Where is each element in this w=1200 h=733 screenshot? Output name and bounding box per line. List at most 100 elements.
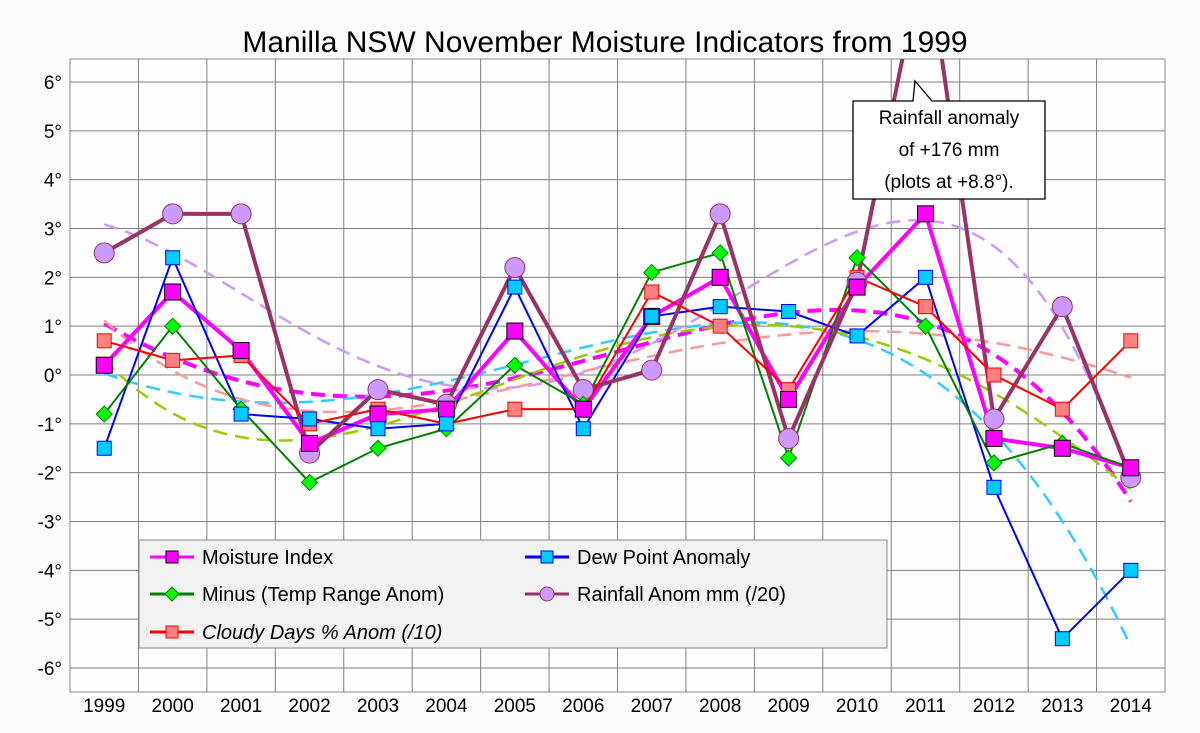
x-tick-label: 2003 — [357, 696, 399, 717]
legend-marker — [540, 550, 554, 564]
data-point-3 — [709, 203, 731, 225]
data-point-4 — [1054, 401, 1070, 417]
data-point-1 — [370, 421, 386, 437]
data-point-1 — [917, 269, 933, 285]
data-point-1 — [712, 299, 728, 315]
y-tick-label: -1° — [38, 415, 63, 436]
chart-title: Manilla NSW November Moisture Indicators… — [242, 26, 967, 59]
data-point-3 — [367, 379, 389, 401]
x-tick-label: 2011 — [905, 696, 946, 717]
y-tick-label: -6° — [38, 659, 63, 680]
data-point-2 — [643, 263, 661, 282]
y-tick-label: 2° — [44, 268, 62, 289]
data-point-1 — [438, 416, 454, 432]
data-point-0 — [232, 342, 250, 360]
y-tick-label: 1° — [44, 317, 62, 338]
legend-label: Minus (Temp Range Anom) — [202, 584, 444, 606]
y-tick-label: 0° — [44, 366, 62, 387]
data-point-0 — [574, 400, 592, 418]
data-point-0 — [1053, 439, 1071, 457]
data-point-1 — [575, 421, 591, 437]
data-point-4 — [712, 318, 728, 334]
data-point-4 — [165, 352, 181, 368]
x-tick-label: 2006 — [562, 696, 604, 717]
data-point-4 — [986, 367, 1002, 383]
x-tick-label: 2013 — [1041, 696, 1083, 717]
data-point-0 — [780, 390, 798, 408]
data-point-2 — [779, 449, 798, 467]
data-point-0 — [437, 400, 455, 418]
data-point-0 — [1122, 459, 1140, 477]
data-point-1 — [986, 479, 1002, 495]
data-point-2 — [300, 473, 319, 492]
legend-marker — [165, 550, 179, 564]
data-point-1 — [96, 440, 112, 456]
callout-line-3: (plots at +8.8°). — [884, 172, 1014, 193]
trendline-2 — [103, 323, 1132, 491]
data-point-3 — [230, 203, 252, 225]
data-point-3 — [504, 257, 526, 279]
x-tick-label: 2004 — [425, 696, 468, 717]
data-point-2 — [369, 439, 387, 457]
data-point-1 — [1123, 562, 1139, 578]
series-line-1 — [103, 255, 1132, 641]
data-point-1 — [849, 328, 865, 344]
y-tick-label: -2° — [38, 464, 63, 485]
data-point-1 — [644, 308, 660, 324]
data-point-1 — [233, 406, 249, 422]
data-point-0 — [301, 434, 319, 452]
data-point-3 — [93, 242, 115, 264]
legend-label: Rainfall Anom mm (/20) — [577, 584, 786, 606]
y-tick-label: 3° — [44, 220, 62, 241]
data-point-1 — [781, 304, 797, 320]
y-tick-label: -5° — [38, 610, 63, 631]
data-point-2 — [916, 317, 935, 335]
data-point-0 — [848, 278, 866, 296]
data-point-3 — [641, 359, 663, 381]
data-point-3 — [983, 408, 1005, 430]
data-point-0 — [95, 356, 113, 374]
x-tick-label: 2014 — [1110, 696, 1153, 717]
legend-marker — [539, 586, 555, 602]
data-point-4 — [917, 299, 933, 315]
x-tick-label: 2007 — [631, 696, 673, 717]
data-point-2 — [95, 405, 113, 423]
series-line-0 — [102, 209, 1132, 470]
data-point-0 — [916, 205, 934, 223]
data-point-3 — [778, 427, 800, 449]
data-point-1 — [1054, 631, 1070, 647]
x-tick-label: 2001 — [220, 696, 262, 717]
callout-line-2: of +176 mm — [899, 140, 1000, 161]
y-tick-label: 5° — [44, 122, 62, 143]
data-point-0 — [369, 405, 387, 423]
legend-marker — [164, 586, 180, 602]
x-tick-label: 2008 — [699, 696, 741, 717]
data-point-0 — [711, 268, 729, 286]
x-tick-label: 2002 — [288, 696, 330, 717]
data-point-0 — [164, 283, 182, 301]
data-point-4 — [507, 401, 523, 417]
legend-marker — [165, 625, 179, 639]
legend-label: Cloudy Days % Anom (/10) — [202, 622, 442, 644]
series-line-4 — [103, 276, 1132, 425]
y-tick-label: -4° — [38, 561, 63, 582]
data-point-2 — [163, 317, 182, 335]
legend-label: Moisture Index — [202, 547, 333, 569]
data-point-2 — [848, 249, 866, 267]
series-line-2 — [103, 251, 1132, 484]
y-tick-label: 6° — [44, 73, 62, 94]
data-point-3 — [1051, 296, 1073, 318]
data-point-4 — [644, 284, 660, 300]
data-point-1 — [302, 411, 318, 427]
data-point-4 — [96, 333, 112, 349]
x-tick-label: 2005 — [494, 696, 536, 717]
data-point-2 — [711, 244, 729, 262]
x-tick-label: 1999 — [83, 696, 125, 717]
data-point-4 — [1123, 333, 1139, 349]
x-tick-label: 2010 — [836, 696, 878, 717]
legend: Moisture Index Dew Point Anomaly Minus (Te… — [138, 539, 888, 649]
data-point-1 — [507, 279, 523, 295]
data-point-3 — [162, 203, 184, 225]
data-point-0 — [506, 322, 524, 340]
